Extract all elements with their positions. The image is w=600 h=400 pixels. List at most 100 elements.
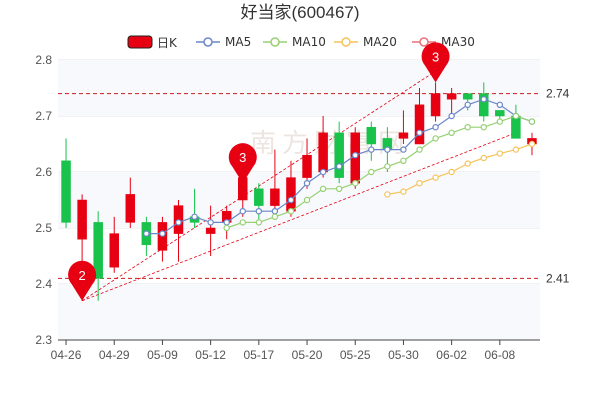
legend-label: 日K (157, 36, 178, 50)
ma-point (416, 129, 423, 136)
candle (173, 200, 184, 262)
ma-point (384, 163, 391, 170)
ma-point (303, 196, 311, 204)
ma-point (191, 213, 198, 220)
reference-lines: 2.74 2.41 (58, 87, 570, 285)
x-tick-label: 04-26 (51, 348, 82, 362)
legend-item-ma20: MA20 (334, 35, 397, 49)
candle (61, 138, 71, 228)
ma-point (448, 168, 455, 176)
ma-point (432, 174, 439, 181)
legend-item-ma30: MA30 (412, 35, 475, 49)
candle-body (77, 199, 87, 240)
ma-point (287, 196, 295, 204)
candle-body (254, 188, 264, 206)
candle-body (495, 110, 505, 117)
ma-point (271, 207, 279, 215)
ma-point (319, 185, 327, 192)
candle-body (318, 132, 328, 173)
candle-body (414, 104, 425, 145)
y-tick-label: 2.3 (35, 333, 52, 347)
candle-body (462, 93, 473, 100)
marker-label: 3 (239, 150, 246, 165)
candle (366, 121, 377, 161)
candle-body (479, 93, 489, 117)
ma-point (464, 101, 471, 109)
ma-point (319, 168, 327, 176)
ma-point (223, 224, 230, 232)
legend-item-ma10: MA10 (263, 35, 326, 49)
ma-point (496, 101, 504, 109)
ma-point (239, 207, 246, 215)
candle (318, 116, 328, 178)
chart-title: 好当家(600467) (240, 3, 359, 22)
candle (254, 183, 264, 223)
ma-point (528, 118, 536, 125)
moving-average-series (143, 95, 536, 237)
candle (157, 216, 168, 262)
ma-point (352, 151, 359, 159)
legend-swatch-dot (341, 37, 351, 47)
candle (125, 177, 136, 228)
ma-point (416, 179, 423, 187)
ma-point (175, 219, 182, 226)
ma-point (448, 129, 455, 136)
candle-body (446, 93, 457, 100)
marker-shape (68, 260, 97, 301)
legend-swatch-candle (127, 35, 153, 49)
marker-shape (421, 42, 450, 83)
marker-pin: 2 (68, 260, 97, 301)
ma-point (384, 191, 391, 198)
ma-point (464, 160, 471, 167)
x-tick-label: 05-12 (195, 348, 226, 362)
ma-point (400, 188, 407, 195)
ma-point (368, 168, 375, 176)
legend-swatch-dot (419, 37, 429, 47)
y-tick-label: 2.4 (35, 277, 52, 291)
candle-body (270, 188, 280, 206)
y-tick-label: 2.5 (35, 221, 52, 235)
ma-point (496, 150, 504, 157)
ma-point (271, 213, 279, 220)
candle-body (366, 126, 377, 145)
ma-point (368, 146, 375, 153)
chart-legend: 日K MA5 MA10 MA20 MA30 (127, 35, 475, 50)
legend-label: MA30 (441, 35, 475, 49)
x-axis: 04-26 04-29 05-09 05-12 05-17 05-20 05-25 05-30… (51, 339, 540, 362)
annotation-markers: 2 3 3 (68, 42, 450, 301)
legend-item-日k: 日K (127, 35, 178, 50)
x-tick-label: 06-02 (436, 348, 467, 362)
legend-item-ma5: MA5 (196, 35, 251, 49)
grid-band (58, 172, 540, 228)
ma-point (255, 219, 263, 226)
candle (430, 82, 441, 122)
ma-point (207, 219, 214, 226)
ma-series-ma20 (384, 140, 536, 198)
trend-line (81, 132, 517, 302)
candle-body (61, 160, 71, 223)
candle-body (430, 93, 441, 117)
grid-band (58, 60, 540, 116)
candle-body (398, 132, 409, 139)
ma-point (239, 219, 246, 226)
ma-series-ma10 (223, 112, 536, 232)
candle-body (334, 132, 344, 178)
candle (93, 211, 103, 301)
candle (398, 110, 409, 144)
candle-body (93, 222, 103, 279)
x-tick-label: 06-08 (484, 348, 515, 362)
candle-body (302, 154, 312, 178)
x-tick-label: 05-30 (388, 348, 419, 362)
marker-shape (228, 143, 257, 184)
ma-point (496, 118, 504, 125)
ma-point (480, 95, 487, 103)
legend-swatch-dot (270, 37, 280, 47)
reference-line-label: 2.74 (546, 87, 570, 101)
ma-point (335, 163, 343, 170)
candle (270, 149, 280, 212)
x-tick-label: 04-29 (99, 348, 130, 362)
marker-label: 3 (432, 49, 439, 64)
ma-point (255, 207, 263, 215)
